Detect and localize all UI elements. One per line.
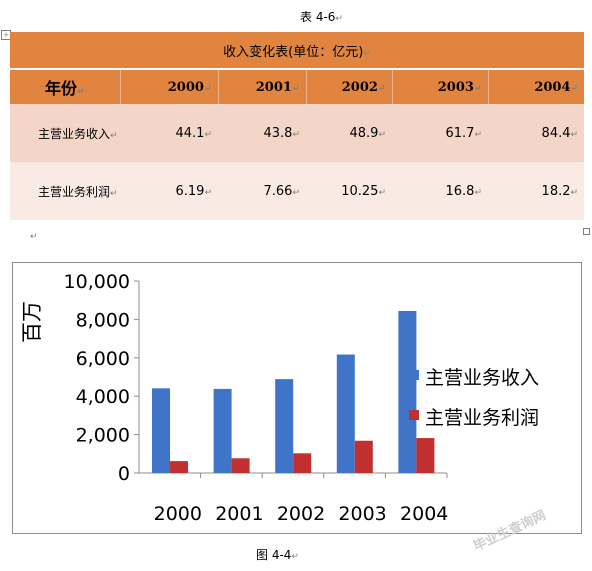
table-title: 收入变化表(单位：亿元)↵ [10, 32, 585, 70]
y-tick-label: 4,000 [76, 386, 130, 408]
table-row: 主营业务收入↵ 44.1↵ 43.8↵ 48.9↵ 61.7↵ 84.4↵ [10, 104, 585, 162]
legend-label: 主营业务利润 [425, 407, 539, 429]
year-header-cell: 2000↵ [119, 69, 218, 104]
bar-revenue [213, 388, 232, 473]
bar-revenue [152, 388, 170, 473]
bar-revenue [275, 379, 294, 473]
table-resize-handle-icon[interactable] [583, 228, 590, 235]
x-tick-label: 2003 [338, 503, 386, 525]
legend-swatch [409, 370, 419, 380]
table-cell: 48.9↵ [306, 104, 392, 162]
y-tick-label: 2,000 [76, 425, 130, 447]
bar-profit [416, 438, 435, 473]
legend-label: 主营业务收入 [425, 367, 539, 389]
table-row: 主营业务利润↵ 6.19↵ 7.66↵ 10.25↵ 16.8↵ 18.2↵ [10, 162, 585, 220]
table-title-row: 收入变化表(单位：亿元)↵ [10, 32, 585, 70]
bar-profit [170, 461, 188, 473]
table-cell: 61.7↵ [392, 104, 488, 162]
table-cell: 10.25↵ [306, 162, 392, 220]
year-header-cell: 2001↵ [217, 69, 306, 104]
bar-revenue [336, 354, 355, 473]
table-cell: 16.8↵ [392, 162, 488, 220]
year-header-cell: 2003↵ [391, 69, 488, 104]
bar-revenue [398, 310, 417, 473]
x-tick-label: 2000 [154, 503, 202, 525]
x-tick-label: 2004 [400, 503, 448, 525]
table-cell: 7.66↵ [218, 162, 306, 220]
year-header-cell: 2004↵ [487, 69, 585, 104]
bar-profit [231, 458, 250, 473]
chart-frame: 0 2,000 4,000 6,000 8,000 10,000 百万 2000 2001 200… [12, 262, 582, 534]
table-cell: 44.1↵ [120, 104, 218, 162]
y-tick-label: 6,000 [76, 348, 130, 370]
bar-profit [354, 440, 373, 473]
table-header-row: 年份↵ 2000↵ 2001↵ 2002↵ 2003↵ 2004↵ [10, 69, 585, 104]
table-cell: 43.8↵ [218, 104, 306, 162]
table-caption: 表 4-6↵ [300, 10, 343, 24]
y-tick-label: 8,000 [76, 309, 130, 331]
bar-profit [293, 453, 312, 473]
legend-swatch [409, 410, 419, 420]
y-tick-label: 0 [118, 463, 130, 485]
y-axis-label: 百万 [20, 301, 44, 343]
table-cell: 6.19↵ [120, 162, 218, 220]
year-header-cell: 2002↵ [305, 69, 392, 104]
y-tick-label: 10,000 [64, 271, 130, 293]
table-cell: 18.2↵ [488, 162, 585, 220]
x-tick-label: 2002 [277, 503, 325, 525]
row-label: 主营业务收入↵ [10, 104, 120, 162]
figure-caption: 图 4-4↵ [256, 548, 299, 562]
bar-chart: 0 2,000 4,000 6,000 8,000 10,000 百万 2000 2001 200… [20, 271, 539, 525]
paragraph-mark: ↵ [30, 232, 38, 242]
x-tick-label: 2001 [215, 503, 263, 525]
table-cell: 84.4↵ [488, 104, 585, 162]
row-label: 主营业务利润↵ [10, 162, 120, 220]
year-header: 年份↵ [10, 69, 120, 104]
revenue-table: 收入变化表(单位：亿元)↵ 年份↵ 2000↵ 2001↵ 2002↵ 2003… [10, 32, 585, 220]
